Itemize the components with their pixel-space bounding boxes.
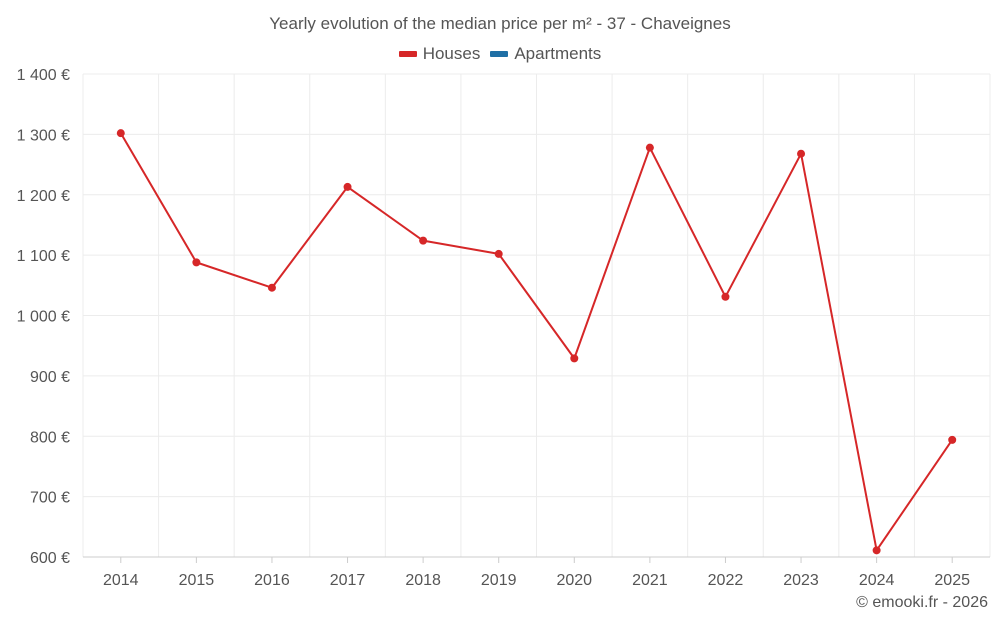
data-point-houses — [419, 236, 428, 245]
data-point-houses — [948, 435, 957, 444]
x-tick-label: 2023 — [783, 572, 819, 589]
x-tick-label: 2020 — [556, 572, 592, 589]
y-tick-label: 1 400 € — [17, 67, 70, 84]
y-tick-label: 700 € — [30, 490, 70, 507]
x-tick-label: 2017 — [330, 572, 366, 589]
x-tick-label: 2021 — [632, 572, 668, 589]
x-tick-label: 2018 — [405, 572, 441, 589]
data-point-houses — [494, 249, 503, 258]
x-tick-label: 2014 — [103, 572, 139, 589]
x-tick-label: 2024 — [859, 572, 895, 589]
data-point-houses — [116, 129, 125, 138]
legend: Houses Apartments — [0, 44, 1000, 64]
axes: 1 400 € 1 300 € 1 200 € 1 100 € 1 000 € 900 €… — [17, 67, 990, 589]
credit-text: © emooki.fr - 2026 — [856, 594, 988, 611]
legend-label-houses: Houses — [422, 44, 481, 63]
data-point-houses — [267, 283, 276, 292]
y-tick-label: 1 100 € — [17, 248, 70, 265]
legend-item-houses[interactable]: Houses — [398, 44, 481, 64]
data-point-houses — [797, 149, 806, 158]
legend-item-apartments[interactable]: Apartments — [490, 44, 601, 64]
data-point-houses — [721, 292, 730, 301]
y-tick-label: 900 € — [30, 369, 70, 386]
data-point-houses — [192, 258, 201, 267]
x-tick-label: 2025 — [934, 572, 970, 589]
data-point-houses — [570, 354, 579, 363]
data-point-houses — [343, 182, 352, 191]
y-tick-label: 1 200 € — [17, 188, 70, 205]
x-tick-label: 2015 — [179, 572, 215, 589]
x-tick-label: 2016 — [254, 572, 290, 589]
y-tick-label: 1 300 € — [17, 127, 70, 144]
x-tick-label: 2022 — [708, 572, 744, 589]
legend-label-apartments: Apartments — [514, 44, 602, 63]
series-houses — [116, 129, 957, 555]
y-tick-label: 1 000 € — [17, 309, 70, 326]
legend-swatch-houses — [398, 51, 417, 57]
legend-swatch-apartments — [490, 51, 509, 57]
chart-title: Yearly evolution of the median price per… — [269, 14, 731, 33]
data-point-houses — [872, 546, 881, 555]
y-tick-label: 800 € — [30, 429, 70, 446]
y-tick-label: 600 € — [30, 550, 70, 567]
series-line-houses — [119, 132, 954, 552]
data-point-houses — [645, 143, 654, 152]
x-tick-label: 2019 — [481, 572, 517, 589]
grid-lines — [82, 73, 991, 557]
